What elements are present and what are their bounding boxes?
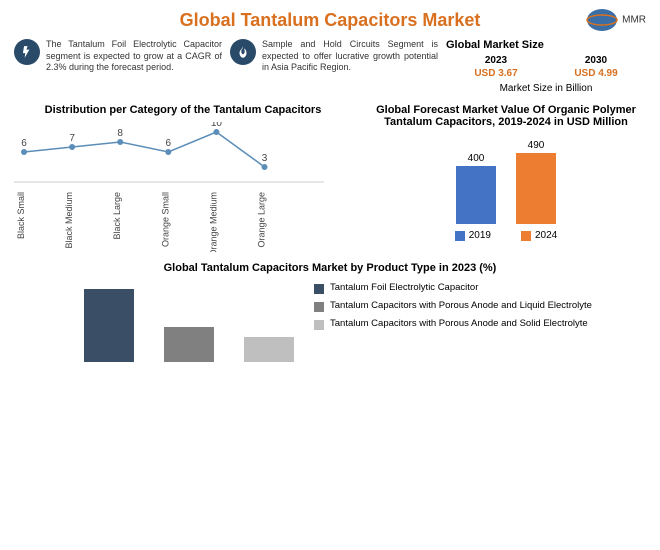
bar-value: 400 — [456, 153, 496, 164]
svg-text:10: 10 — [211, 122, 223, 129]
ms-value: USD 4.99 — [574, 68, 617, 79]
product-chart-title: Global Tantalum Capacitors Market by Pro… — [14, 262, 646, 274]
market-size-block: Global Market Size 2023 2030 USD 3.67 US… — [446, 39, 646, 94]
product-legend-label: Tantalum Capacitors with Porous Anode an… — [330, 318, 588, 330]
bar-legend: 2019 2024 — [366, 230, 646, 241]
flame-icon — [230, 39, 256, 65]
product-swatch — [314, 284, 324, 294]
product-row: Tantalum Foil Electrolytic Capacitor Tant… — [14, 282, 646, 362]
ms-year: 2030 — [585, 55, 607, 66]
bar-item: 400 — [456, 153, 496, 224]
product-swatch — [314, 320, 324, 330]
legend-item: 2019 — [455, 230, 491, 241]
callout-bolt: The Tantalum Foil Electrolytic Capacitor… — [14, 39, 222, 94]
bar-chart: 400 490 — [366, 134, 646, 224]
product-bar — [244, 337, 294, 362]
product-swatch — [314, 302, 324, 312]
page-title: Global Tantalum Capacitors Market — [14, 10, 646, 31]
mmr-logo: MMR — [585, 6, 646, 34]
legend-label: 2024 — [535, 230, 557, 241]
product-bar — [84, 289, 134, 362]
svg-text:7: 7 — [69, 133, 75, 144]
product-bars — [84, 282, 294, 362]
legend-label: 2019 — [469, 230, 491, 241]
product-legend-item: Tantalum Capacitors with Porous Anode an… — [314, 318, 646, 330]
svg-text:Orange Small: Orange Small — [160, 192, 170, 247]
svg-text:6: 6 — [21, 138, 27, 149]
legend-swatch — [455, 231, 465, 241]
ms-sub: Market Size in Billion — [446, 83, 646, 94]
product-legend-item: Tantalum Capacitors with Porous Anode an… — [314, 300, 646, 312]
line-chart: 6 Black Small 7 Black Medium 8 Black Large 6 Or… — [14, 122, 352, 252]
charts-row: Distribution per Category of the Tantalu… — [14, 104, 646, 252]
product-legend-item: Tantalum Foil Electrolytic Capacitor — [314, 282, 646, 294]
bar-chart-title: Global Forecast Market Value Of Organic … — [366, 104, 646, 128]
bar-item: 490 — [516, 140, 556, 224]
bar — [456, 166, 496, 224]
svg-text:Black Medium: Black Medium — [64, 192, 74, 249]
product-legend-label: Tantalum Foil Electrolytic Capacitor — [330, 282, 478, 294]
callout-flame: Sample and Hold Circuits Segment is expe… — [230, 39, 438, 94]
bar — [516, 153, 556, 224]
product-legend-label: Tantalum Capacitors with Porous Anode an… — [330, 300, 592, 312]
svg-text:Orange Large: Orange Large — [257, 192, 267, 248]
callout-text: The Tantalum Foil Electrolytic Capacitor… — [46, 39, 222, 94]
svg-text:Black Small: Black Small — [16, 192, 26, 239]
callout-text: Sample and Hold Circuits Segment is expe… — [262, 39, 438, 94]
bar-chart-panel: Global Forecast Market Value Of Organic … — [366, 104, 646, 252]
svg-text:3: 3 — [262, 153, 268, 164]
ms-year: 2023 — [485, 55, 507, 66]
svg-text:Black Large: Black Large — [112, 192, 122, 240]
product-legend: Tantalum Foil Electrolytic Capacitor Tant… — [314, 282, 646, 362]
ms-value: USD 3.67 — [474, 68, 517, 79]
bolt-icon — [14, 39, 40, 65]
svg-text:Orange Medium: Orange Medium — [208, 192, 218, 252]
market-size-title: Global Market Size — [446, 39, 646, 51]
line-chart-title: Distribution per Category of the Tantalu… — [14, 104, 352, 116]
logo-text: MMR — [622, 15, 646, 26]
legend-item: 2024 — [521, 230, 557, 241]
callout-row: The Tantalum Foil Electrolytic Capacitor… — [14, 39, 646, 94]
line-chart-panel: Distribution per Category of the Tantalu… — [14, 104, 352, 252]
bar-value: 490 — [516, 140, 556, 151]
svg-text:8: 8 — [117, 128, 123, 139]
legend-swatch — [521, 231, 531, 241]
product-bar — [164, 327, 214, 362]
svg-text:6: 6 — [166, 138, 172, 149]
